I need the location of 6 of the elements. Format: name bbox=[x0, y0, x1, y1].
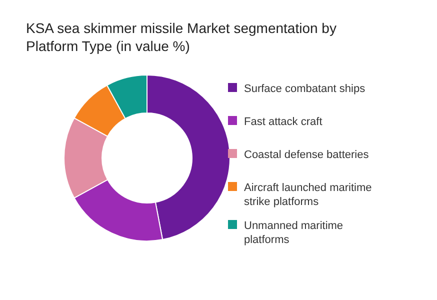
legend-label: Unmanned maritime platforms bbox=[244, 220, 344, 246]
legend-label: Coastal defense batteries bbox=[244, 149, 370, 161]
legend-label: Aircraft launched maritime strike platforms bbox=[244, 182, 372, 208]
legend-label: Surface combatant ships bbox=[244, 83, 366, 95]
legend-label: Fast attack craft bbox=[244, 116, 322, 128]
chart-title: KSA sea skimmer missile Market segmentation by Platform Type (in value %) bbox=[26, 20, 336, 54]
